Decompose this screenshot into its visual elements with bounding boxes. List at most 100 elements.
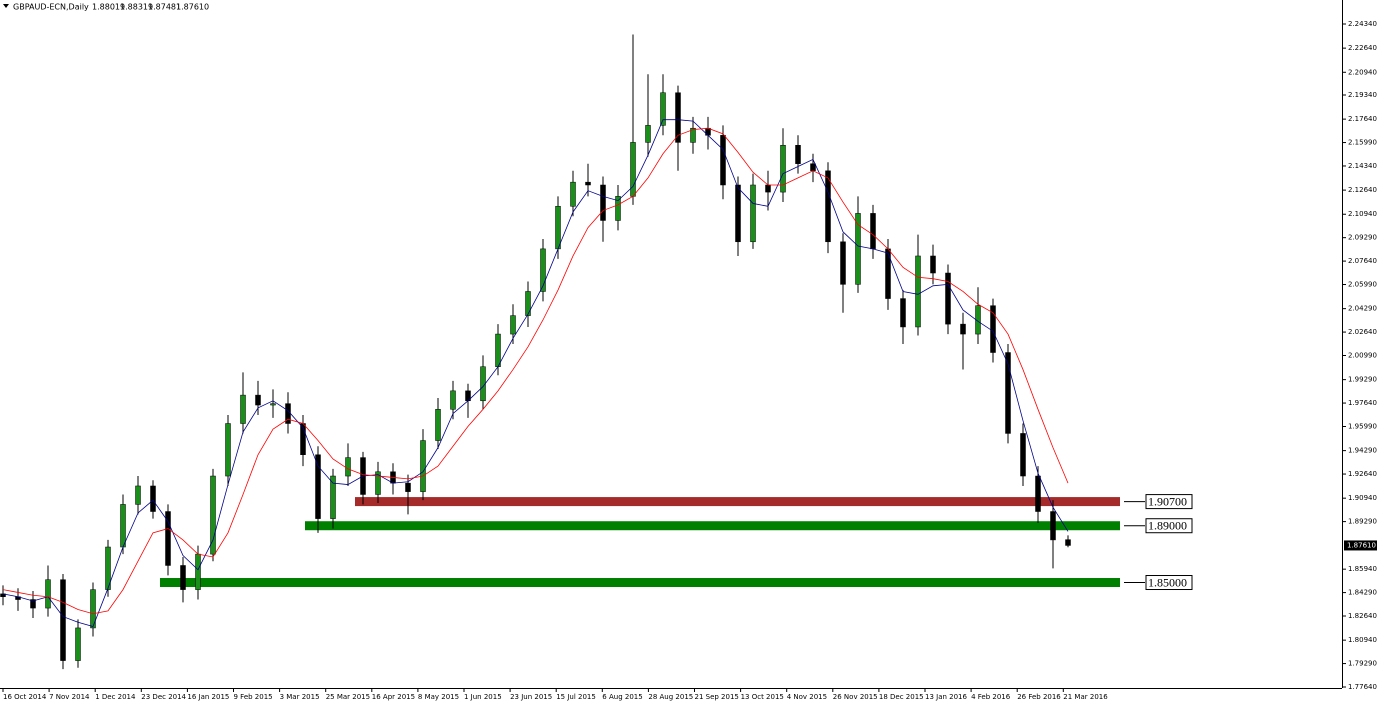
candle-body xyxy=(255,394,261,406)
x-tick-label: 21 Mar 2016 xyxy=(1063,693,1108,701)
x-tick-label: 18 Dec 2015 xyxy=(879,693,924,701)
y-tick-label: 2.12640 xyxy=(1348,186,1377,194)
y-tick-label: 1.92640 xyxy=(1348,470,1377,478)
y-tick-label: 2.04290 xyxy=(1348,305,1377,313)
x-tick-label: 1 Dec 2014 xyxy=(95,693,136,701)
level-band xyxy=(160,578,1120,588)
y-tick-label: 1.84290 xyxy=(1348,589,1377,597)
y-tick-label: 2.00990 xyxy=(1348,352,1377,360)
candle-body xyxy=(225,423,231,477)
x-tick-label: 16 Oct 2014 xyxy=(3,693,47,701)
level-box xyxy=(1145,518,1193,534)
candle-body xyxy=(1050,511,1056,541)
candle-body xyxy=(840,241,846,285)
candle-body xyxy=(525,291,531,316)
y-tick-label: 2.19340 xyxy=(1348,91,1377,99)
y-tick-label: 2.05990 xyxy=(1348,281,1377,289)
candle-body xyxy=(1065,539,1071,546)
y-tick-label: 2.20940 xyxy=(1348,68,1377,76)
level-label: 1.90700 xyxy=(1148,494,1187,508)
candle-body xyxy=(855,213,861,285)
y-tick-label: 1.82640 xyxy=(1348,612,1377,620)
candle-body xyxy=(660,92,666,126)
candle-body xyxy=(810,163,816,172)
candle-body xyxy=(405,482,411,492)
candle-body xyxy=(915,255,921,328)
candle-body xyxy=(645,125,651,143)
x-tick-label: 26 Nov 2015 xyxy=(833,693,878,701)
x-tick-label: 23 Dec 2014 xyxy=(141,693,186,701)
candle-body xyxy=(435,409,441,441)
candle-body xyxy=(720,135,726,186)
candle-body xyxy=(60,579,66,661)
candle-body xyxy=(600,184,606,221)
candle-body xyxy=(900,298,906,328)
candle-body xyxy=(150,485,156,512)
x-tick-label: 21 Sep 2015 xyxy=(695,693,739,701)
candle-body xyxy=(120,504,126,548)
candle-body xyxy=(90,589,96,629)
y-tick-label: 2.15990 xyxy=(1348,139,1377,147)
level-label: 1.85000 xyxy=(1148,575,1187,589)
candle-body xyxy=(510,315,516,335)
chart-title: GBPAUD-ECN,Daily xyxy=(13,3,89,12)
candle-body xyxy=(735,184,741,243)
quote-value: 1.88319 xyxy=(120,3,153,12)
x-tick-label: 13 Oct 2015 xyxy=(741,693,784,701)
x-tick-label: 26 Feb 2016 xyxy=(1017,693,1061,701)
quote-value: 1.87610 xyxy=(176,3,209,12)
candle-body xyxy=(165,511,171,566)
x-tick-label: 7 Nov 2014 xyxy=(49,693,90,701)
candle-body xyxy=(375,471,381,495)
candle-body xyxy=(450,390,456,410)
y-tick-label: 2.10940 xyxy=(1348,210,1377,218)
y-tick-label: 2.14340 xyxy=(1348,162,1377,170)
y-tick-label: 2.17640 xyxy=(1348,115,1377,123)
candle-body xyxy=(315,454,321,519)
current-price-label: 1.87610 xyxy=(1347,541,1376,549)
y-tick-label: 1.77640 xyxy=(1348,683,1377,691)
menu-arrow[interactable] xyxy=(3,4,9,8)
candle-body xyxy=(945,272,951,325)
x-tick-label: 1 Jun 2015 xyxy=(464,693,502,701)
x-tick-label: 28 Aug 2015 xyxy=(648,693,693,701)
x-tick-label: 4 Feb 2016 xyxy=(971,693,1011,701)
x-tick-label: 16 Apr 2015 xyxy=(372,693,415,701)
y-tick-label: 1.94290 xyxy=(1348,447,1377,455)
candle-body xyxy=(495,333,501,367)
x-tick-label: 15 Jul 2015 xyxy=(556,693,596,701)
x-tick-label: 4 Nov 2015 xyxy=(787,693,827,701)
y-tick-label: 1.79290 xyxy=(1348,660,1377,668)
candle-body xyxy=(870,213,876,250)
level-box xyxy=(1145,575,1193,591)
level-band xyxy=(355,497,1120,507)
candle-body xyxy=(1020,433,1026,477)
x-tick-label: 23 Jun 2015 xyxy=(510,693,552,701)
candle-body xyxy=(675,92,681,143)
candle-body xyxy=(615,196,621,221)
y-tick-label: 1.80940 xyxy=(1348,636,1377,644)
candle-body xyxy=(1005,352,1011,434)
candle-body xyxy=(180,565,186,590)
candle-body xyxy=(765,184,771,193)
candle-body xyxy=(570,181,576,207)
candle-body xyxy=(420,440,426,492)
candle-body xyxy=(330,475,336,519)
y-tick-label: 2.02640 xyxy=(1348,328,1377,336)
candle-body xyxy=(795,144,801,164)
candle-body xyxy=(780,144,786,193)
x-tick-label: 25 Mar 2015 xyxy=(326,693,370,701)
candle-body xyxy=(240,394,246,424)
candle-body xyxy=(345,457,351,477)
moving-average xyxy=(2,119,1069,628)
candle-body xyxy=(135,485,141,505)
candle-body xyxy=(825,170,831,243)
x-tick-label: 13 Jan 2016 xyxy=(925,693,968,701)
x-tick-label: 8 May 2015 xyxy=(418,693,459,701)
candle-body xyxy=(750,184,756,243)
y-tick-label: 2.07640 xyxy=(1348,257,1377,265)
candle-body xyxy=(960,323,966,335)
